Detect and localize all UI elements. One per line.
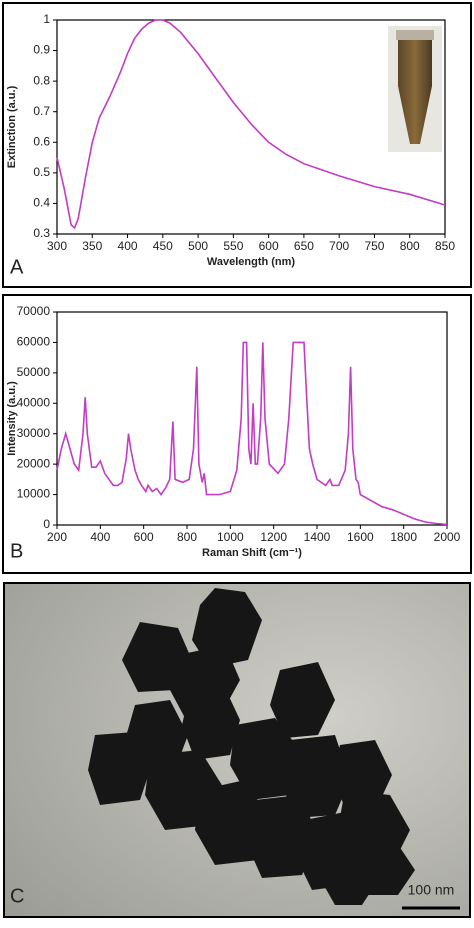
x-axis-title: Wavelength (nm) <box>207 256 296 268</box>
x-tick-label: 400 <box>118 239 138 253</box>
x-tick-label: 850 <box>435 239 455 253</box>
x-tick-label: 650 <box>294 239 314 253</box>
x-tick-label: 500 <box>188 239 208 253</box>
plot-frame <box>56 311 448 526</box>
x-tick-label: 1200 <box>260 530 287 544</box>
x-tick-label: 1000 <box>217 530 244 544</box>
y-tick-label: 70000 <box>17 304 51 318</box>
y-axis-title: Extinction (a.u.) <box>6 85 18 168</box>
line-series <box>56 341 448 526</box>
y-tick-label: 40000 <box>17 395 51 409</box>
x-tick-label: 550 <box>223 239 243 253</box>
panel-label: B <box>10 540 23 562</box>
x-axis-title: Raman Shift (cm⁻¹) <box>202 547 302 559</box>
y-axis-title: Intensity (a.u.) <box>6 381 18 456</box>
panel-label: C <box>10 885 24 907</box>
y-tick-label: 60000 <box>17 335 51 349</box>
y-tick-label: 0.8 <box>33 73 50 87</box>
y-tick-label: 0.5 <box>33 165 50 179</box>
panel-b-frame <box>2 294 472 574</box>
y-tick-label: 0.9 <box>33 43 50 57</box>
y-tick-label: 20000 <box>17 456 51 470</box>
x-tick-label: 300 <box>47 239 67 253</box>
inset-photo <box>388 26 442 152</box>
y-tick-label: 1 <box>43 12 50 26</box>
x-tick-label: 400 <box>90 530 110 544</box>
panel-label: A <box>10 256 24 278</box>
x-tick-label: 2000 <box>434 530 461 544</box>
x-tick-label: 450 <box>153 239 173 253</box>
y-tick-label: 0.7 <box>33 104 50 118</box>
x-tick-label: 350 <box>82 239 102 253</box>
x-tick-label: 1800 <box>390 530 417 544</box>
y-tick-label: 0 <box>43 517 50 531</box>
plot-frame <box>56 19 446 235</box>
y-tick-label: 10000 <box>17 487 51 501</box>
y-tick-label: 0.3 <box>33 226 50 240</box>
x-tick-label: 1400 <box>304 530 331 544</box>
x-tick-label: 800 <box>400 239 420 253</box>
y-tick-label: 50000 <box>17 365 51 379</box>
y-tick-label: 30000 <box>17 426 51 440</box>
y-tick-label: 0.4 <box>33 196 50 210</box>
scale-bar-label: 100 nm <box>408 882 455 898</box>
x-tick-label: 200 <box>47 530 67 544</box>
panel-c: 100 nm C <box>3 582 471 918</box>
panel-a-frame <box>2 2 472 288</box>
x-tick-label: 600 <box>134 530 154 544</box>
y-tick-label: 0.6 <box>33 134 50 148</box>
x-tick-label: 600 <box>259 239 279 253</box>
x-tick-label: 1600 <box>347 530 374 544</box>
x-tick-label: 750 <box>364 239 384 253</box>
line-series <box>56 19 446 230</box>
x-tick-label: 700 <box>329 239 349 253</box>
x-tick-label: 800 <box>177 530 197 544</box>
